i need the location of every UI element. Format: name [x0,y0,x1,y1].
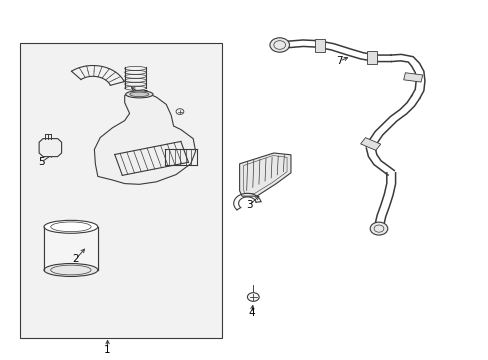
Polygon shape [44,227,98,270]
Text: 1: 1 [104,345,111,355]
Circle shape [369,222,387,235]
Polygon shape [239,153,290,196]
Text: 3: 3 [245,200,252,210]
Text: 6: 6 [141,90,147,100]
Circle shape [176,109,183,114]
Text: 7: 7 [336,56,343,66]
Ellipse shape [129,92,149,96]
Text: 2: 2 [72,254,79,264]
Circle shape [247,293,259,301]
Text: 5: 5 [38,157,45,167]
Bar [366,51,376,64]
Ellipse shape [44,220,98,233]
Circle shape [269,38,289,52]
Ellipse shape [125,91,153,98]
Polygon shape [39,139,61,157]
Bar [360,138,380,150]
Ellipse shape [44,264,98,276]
Bar [315,39,325,52]
Text: 4: 4 [248,308,255,318]
Bar [20,43,222,338]
Polygon shape [94,92,195,184]
Bar [403,73,422,82]
